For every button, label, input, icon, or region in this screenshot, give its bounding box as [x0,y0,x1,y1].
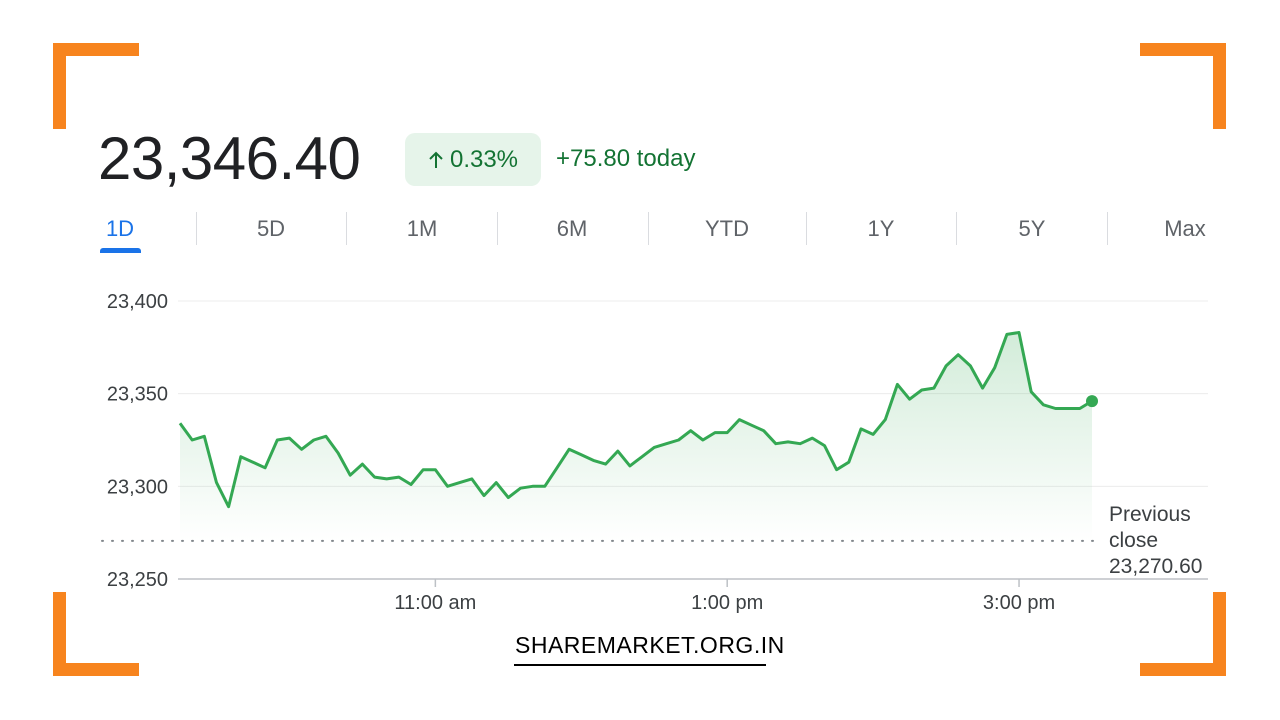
y-tick-label: 23,250 [107,569,168,591]
corner-bracket-bottom-right [1213,592,1226,676]
previous-close-line1: Previous [1109,503,1191,526]
tab-divider [1107,212,1108,245]
y-tick-label: 23,300 [107,476,168,498]
x-tick-label: 11:00 am [394,592,476,614]
tab-divider [196,212,197,245]
change-today: +75.80 today [556,145,696,172]
change-percent-badge: 0.33% [405,133,541,186]
tab-divider [806,212,807,245]
corner-bracket-top-left [53,43,139,56]
tab-ytd[interactable]: YTD [705,216,749,241]
corner-bracket-bottom-right [1140,663,1226,676]
corner-bracket-top-right [1213,43,1226,129]
tab-5d[interactable]: 5D [256,216,286,241]
corner-bracket-bottom-left [53,592,66,676]
y-tick-label: 23,400 [107,291,168,313]
x-tick-label: 1:00 pm [691,592,763,614]
price-line [178,331,1093,509]
tab-divider [648,212,649,245]
x-tick-label: 3:00 pm [983,592,1055,614]
tab-divider [346,212,347,245]
price-area-fill [180,332,1092,541]
corner-bracket-top-left [53,43,66,129]
brand-watermark: SHAREMARKET.ORG.IN [515,632,785,658]
tab-1m[interactable]: 1M [406,216,438,241]
corner-bracket-top-right [1140,43,1226,56]
previous-close-label: Previous close 23,270.60 [1109,502,1202,580]
brand-underline [514,664,766,666]
corner-bracket-bottom-left [53,663,139,676]
active-tab-indicator [100,248,141,253]
tab-6m[interactable]: 6M [556,216,588,241]
previous-close-value: 23,270.60 [1109,555,1203,578]
y-tick-label: 23,350 [107,384,168,406]
change-percent: 0.33% [449,145,519,173]
tab-divider [497,212,498,245]
tab-1d[interactable]: 1D [105,216,135,241]
previous-close-line2: close [1109,529,1159,552]
range-tabs: 1D 5D 1M 6M YTD 1Y 5Y Max [0,210,1280,260]
last-price-marker [1086,395,1098,408]
tab-divider [956,212,957,245]
tab-1y[interactable]: 1Y [867,216,895,241]
tab-max[interactable]: Max [1164,216,1206,241]
current-price: 23,346.40 [98,125,361,192]
arrow-up-icon [429,151,443,168]
tab-5y[interactable]: 5Y [1018,216,1046,241]
